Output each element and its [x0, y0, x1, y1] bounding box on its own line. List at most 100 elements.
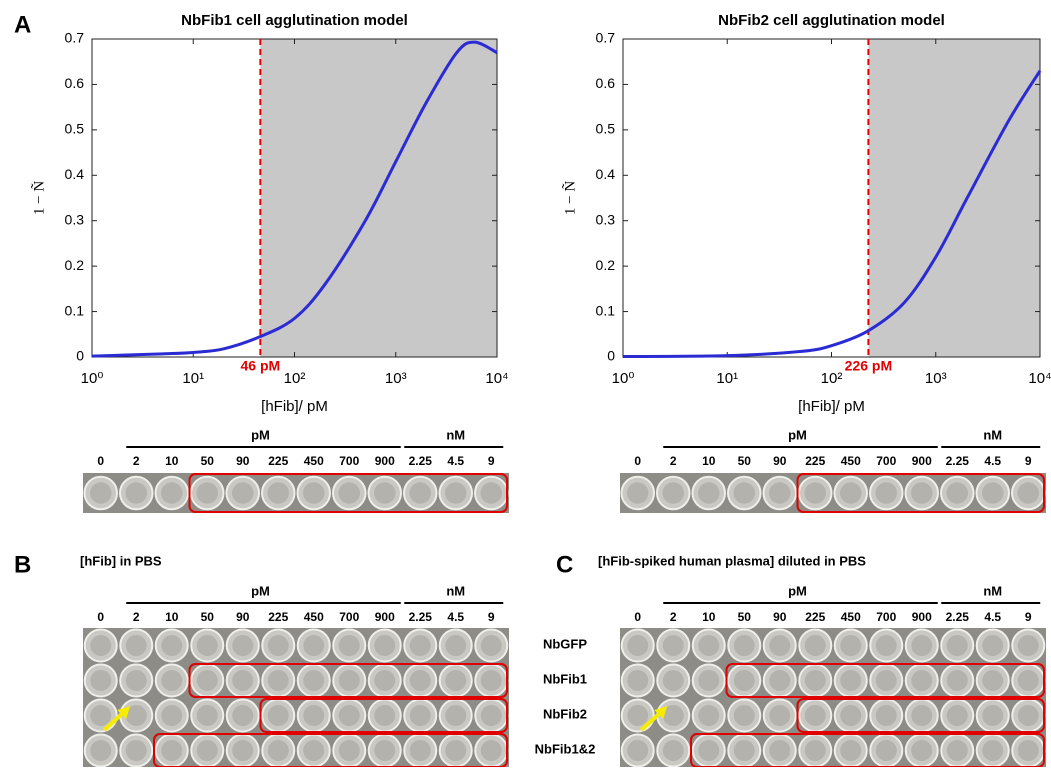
- well-inner: [196, 635, 218, 656]
- well-inner: [698, 740, 720, 761]
- well-inner: [875, 670, 897, 691]
- well-inner: [946, 705, 968, 726]
- well-inner: [698, 482, 720, 504]
- plate-photo: [620, 473, 1046, 513]
- agglutination-box: [725, 663, 1045, 698]
- well-inner: [480, 635, 502, 656]
- well-inner: [840, 482, 862, 504]
- well-inner: [627, 670, 649, 691]
- concentration-label: 90: [773, 610, 787, 624]
- y-tick-label: 0.6: [596, 75, 616, 91]
- well-inner: [90, 705, 112, 726]
- concentration-label: 10: [165, 454, 179, 468]
- well-inner: [733, 740, 755, 761]
- concentration-label: 4.5: [447, 610, 464, 624]
- y-tick-label: 0.3: [65, 211, 85, 227]
- concentration-label: 9: [1025, 610, 1032, 624]
- well-inner: [161, 482, 183, 504]
- concentration-label: 10: [165, 610, 179, 624]
- concentration-label: 10: [702, 454, 716, 468]
- agglutination-box: [188, 473, 508, 513]
- concentration-label: 90: [236, 610, 250, 624]
- well-inner: [409, 705, 431, 726]
- well-inner: [733, 635, 755, 656]
- y-tick-label: 0: [607, 348, 615, 364]
- well-inner: [232, 740, 254, 761]
- y-tick-label: 0.1: [596, 302, 616, 318]
- well-inner: [662, 705, 684, 726]
- y-tick-label: 0.5: [596, 121, 616, 137]
- well-inner: [911, 670, 933, 691]
- concentration-label: 50: [201, 610, 215, 624]
- concentration-label: 700: [339, 454, 359, 468]
- concentration-label: 0: [97, 610, 104, 624]
- concentration-label: 50: [738, 454, 752, 468]
- y-tick-label: 0.7: [596, 30, 616, 46]
- well-inner: [946, 740, 968, 761]
- concentration-label: 900: [375, 610, 395, 624]
- well-inner: [267, 482, 289, 504]
- y-tick-label: 0.1: [65, 302, 85, 318]
- well-inner: [662, 670, 684, 691]
- well-inner: [804, 670, 826, 691]
- well-inner: [875, 705, 897, 726]
- concentration-label: 2: [133, 454, 140, 468]
- well-inner: [303, 635, 325, 656]
- x-tick-label: 10³: [925, 370, 947, 387]
- well-inner: [769, 635, 791, 656]
- well-inner: [769, 482, 791, 504]
- well-inner: [409, 482, 431, 504]
- well-inner: [840, 670, 862, 691]
- concentration-label: 225: [268, 454, 288, 468]
- well-inner: [804, 705, 826, 726]
- concentration-label: 50: [738, 610, 752, 624]
- well-inner: [804, 482, 826, 504]
- well-inner: [196, 670, 218, 691]
- well-inner: [1017, 482, 1039, 504]
- concentration-label: 900: [912, 454, 932, 468]
- well-inner: [374, 670, 396, 691]
- y-axis-label: 1 − Ñ: [562, 181, 578, 215]
- x-tick-label: 10⁰: [612, 370, 635, 387]
- well-inner: [875, 482, 897, 504]
- concentration-label: 225: [268, 610, 288, 624]
- concentration-label: 90: [236, 454, 250, 468]
- unit-label: pM: [251, 427, 270, 442]
- concentration-label: 700: [876, 610, 896, 624]
- y-tick-label: 0.6: [65, 75, 85, 91]
- panel-label: B: [14, 551, 31, 578]
- well-inner: [480, 740, 502, 761]
- well-inner: [480, 482, 502, 504]
- well-inner: [698, 705, 720, 726]
- well-inner: [480, 670, 502, 691]
- well-inner: [125, 705, 147, 726]
- well-inner: [374, 482, 396, 504]
- well-inner: [125, 635, 147, 656]
- well-inner: [875, 635, 897, 656]
- concentration-label: 700: [339, 610, 359, 624]
- concentration-label: 0: [634, 454, 641, 468]
- well-inner: [804, 635, 826, 656]
- well-inner: [232, 670, 254, 691]
- agglutination-box: [259, 698, 508, 733]
- well-inner: [338, 740, 360, 761]
- panel-title: [hFib] in PBS: [80, 553, 162, 568]
- well-inner: [161, 740, 183, 761]
- well-inner: [480, 705, 502, 726]
- unit-label: pM: [788, 583, 807, 598]
- x-tick-label: 10⁴: [485, 370, 508, 387]
- well-inner: [232, 705, 254, 726]
- chart-title: NbFib2 cell agglutination model: [718, 12, 945, 29]
- well-inner: [409, 670, 431, 691]
- y-tick-label: 0.4: [596, 166, 616, 182]
- concentration-label: 90: [773, 454, 787, 468]
- well-inner: [303, 705, 325, 726]
- well-inner: [125, 482, 147, 504]
- well-inner: [840, 705, 862, 726]
- well-inner: [267, 705, 289, 726]
- x-tick-label: 10⁴: [1028, 370, 1051, 387]
- well-inner: [374, 705, 396, 726]
- unit-label: nM: [983, 583, 1002, 598]
- plate-photo: [83, 473, 509, 513]
- well-inner: [1017, 705, 1039, 726]
